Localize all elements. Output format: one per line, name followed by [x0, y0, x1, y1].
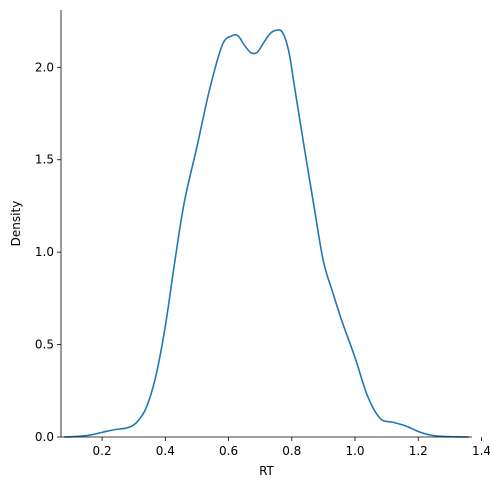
- x-axis-title: RT: [259, 464, 274, 478]
- plot-area: [64, 29, 469, 438]
- density-curve: [64, 29, 469, 438]
- x-tick-label: 1.0: [345, 444, 364, 458]
- x-tick-label: 0.4: [156, 444, 175, 458]
- y-axis-title: Density: [9, 201, 23, 247]
- y-tick-label: 1.5: [35, 153, 54, 167]
- y-tick-label: 0.5: [35, 338, 54, 352]
- x-tick-label: 1.4: [472, 444, 490, 458]
- x-tick-label: 0.2: [93, 444, 112, 458]
- x-tick-label: 0.6: [219, 444, 238, 458]
- y-tick-label: 1.0: [35, 245, 54, 259]
- x-axis-ticks: 0.2 0.4 0.6 0.8 1.0 1.2 1.4: [93, 437, 490, 458]
- y-tick-label: 0.0: [35, 430, 54, 444]
- x-tick-label: 0.8: [282, 444, 301, 458]
- x-tick-label: 1.2: [409, 444, 428, 458]
- y-tick-label: 2.0: [35, 60, 54, 74]
- y-axis-ticks: 0.0 0.5 1.0 1.5 2.0: [35, 60, 61, 444]
